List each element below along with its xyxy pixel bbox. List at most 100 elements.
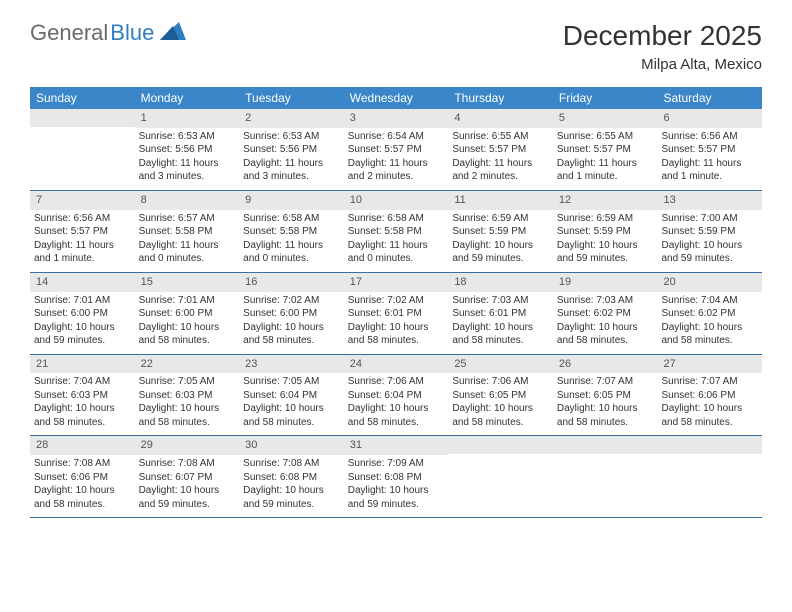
daylight-text: Daylight: 10 hours and 58 minutes. (348, 402, 445, 429)
sunrise-text: Sunrise: 7:09 AM (348, 457, 445, 471)
day-cell: 10Sunrise: 6:58 AMSunset: 5:58 PMDayligh… (344, 191, 449, 272)
sunset-text: Sunset: 6:02 PM (661, 307, 758, 321)
sunset-text: Sunset: 6:05 PM (557, 389, 654, 403)
sunrise-text: Sunrise: 6:53 AM (139, 130, 236, 144)
sunrise-text: Sunrise: 7:01 AM (139, 294, 236, 308)
day-content: Sunrise: 6:53 AMSunset: 5:56 PMDaylight:… (135, 128, 240, 190)
sunrise-text: Sunrise: 7:02 AM (243, 294, 340, 308)
sunset-text: Sunset: 5:58 PM (243, 225, 340, 239)
day-cell: 23Sunrise: 7:05 AMSunset: 6:04 PMDayligh… (239, 355, 344, 436)
day-number: 27 (657, 355, 762, 374)
day-content: Sunrise: 6:59 AMSunset: 5:59 PMDaylight:… (448, 210, 553, 272)
day-cell (448, 436, 553, 517)
day-number: 31 (344, 436, 449, 455)
sunrise-text: Sunrise: 6:59 AM (557, 212, 654, 226)
day-header-sun: Sunday (30, 87, 135, 109)
day-cell: 7Sunrise: 6:56 AMSunset: 5:57 PMDaylight… (30, 191, 135, 272)
daylight-text: Daylight: 11 hours and 2 minutes. (348, 157, 445, 184)
day-cell: 20Sunrise: 7:04 AMSunset: 6:02 PMDayligh… (657, 273, 762, 354)
day-number: 19 (553, 273, 658, 292)
day-content: Sunrise: 7:01 AMSunset: 6:00 PMDaylight:… (30, 292, 135, 354)
sunset-text: Sunset: 5:59 PM (452, 225, 549, 239)
day-content: Sunrise: 6:56 AMSunset: 5:57 PMDaylight:… (657, 128, 762, 190)
daylight-text: Daylight: 10 hours and 59 minutes. (243, 484, 340, 511)
sunrise-text: Sunrise: 6:59 AM (452, 212, 549, 226)
day-number: 16 (239, 273, 344, 292)
sunrise-text: Sunrise: 7:04 AM (34, 375, 131, 389)
day-content: Sunrise: 6:57 AMSunset: 5:58 PMDaylight:… (135, 210, 240, 272)
logo-triangle-icon (160, 22, 186, 45)
day-content: Sunrise: 6:54 AMSunset: 5:57 PMDaylight:… (344, 128, 449, 190)
sunset-text: Sunset: 6:05 PM (452, 389, 549, 403)
daylight-text: Daylight: 10 hours and 58 minutes. (557, 402, 654, 429)
calendar: Sunday Monday Tuesday Wednesday Thursday… (30, 87, 762, 518)
day-cell: 30Sunrise: 7:08 AMSunset: 6:08 PMDayligh… (239, 436, 344, 517)
daylight-text: Daylight: 11 hours and 1 minute. (661, 157, 758, 184)
day-cell: 27Sunrise: 7:07 AMSunset: 6:06 PMDayligh… (657, 355, 762, 436)
week-row: 1Sunrise: 6:53 AMSunset: 5:56 PMDaylight… (30, 109, 762, 191)
day-number: 29 (135, 436, 240, 455)
day-cell: 19Sunrise: 7:03 AMSunset: 6:02 PMDayligh… (553, 273, 658, 354)
day-content: Sunrise: 7:05 AMSunset: 6:04 PMDaylight:… (239, 373, 344, 435)
sunset-text: Sunset: 6:04 PM (348, 389, 445, 403)
daylight-text: Daylight: 10 hours and 59 minutes. (452, 239, 549, 266)
day-content: Sunrise: 6:53 AMSunset: 5:56 PMDaylight:… (239, 128, 344, 190)
daylight-text: Daylight: 10 hours and 58 minutes. (452, 321, 549, 348)
day-number (448, 436, 553, 454)
day-header-tue: Tuesday (239, 87, 344, 109)
day-number: 17 (344, 273, 449, 292)
page-container: GeneralBlue December 2025 Milpa Alta, Me… (0, 0, 792, 538)
month-title: December 2025 (563, 20, 762, 52)
sunset-text: Sunset: 6:04 PM (243, 389, 340, 403)
sunrise-text: Sunrise: 7:06 AM (348, 375, 445, 389)
day-content: Sunrise: 7:07 AMSunset: 6:05 PMDaylight:… (553, 373, 658, 435)
day-number: 12 (553, 191, 658, 210)
day-content: Sunrise: 7:03 AMSunset: 6:02 PMDaylight:… (553, 292, 658, 354)
daylight-text: Daylight: 11 hours and 1 minute. (557, 157, 654, 184)
sunrise-text: Sunrise: 6:55 AM (557, 130, 654, 144)
day-content: Sunrise: 7:07 AMSunset: 6:06 PMDaylight:… (657, 373, 762, 435)
sunrise-text: Sunrise: 6:55 AM (452, 130, 549, 144)
day-content: Sunrise: 7:02 AMSunset: 6:01 PMDaylight:… (344, 292, 449, 354)
day-number: 6 (657, 109, 762, 128)
day-header-wed: Wednesday (344, 87, 449, 109)
day-cell: 3Sunrise: 6:54 AMSunset: 5:57 PMDaylight… (344, 109, 449, 190)
day-cell: 9 Sunrise: 6:58 AMSunset: 5:58 PMDaylight… (239, 191, 344, 272)
sunset-text: Sunset: 5:56 PM (243, 143, 340, 157)
day-content: Sunrise: 6:58 AMSunset: 5:58 PMDaylight:… (344, 210, 449, 272)
sunset-text: Sunset: 5:57 PM (661, 143, 758, 157)
sunset-text: Sunset: 6:01 PM (348, 307, 445, 321)
sunrise-text: Sunrise: 7:08 AM (139, 457, 236, 471)
sunrise-text: Sunrise: 7:03 AM (557, 294, 654, 308)
sunrise-text: Sunrise: 6:58 AM (243, 212, 340, 226)
daylight-text: Daylight: 11 hours and 2 minutes. (452, 157, 549, 184)
day-number (30, 109, 135, 127)
sunrise-text: Sunrise: 7:04 AM (661, 294, 758, 308)
sunrise-text: Sunrise: 7:05 AM (139, 375, 236, 389)
day-number: 1 (135, 109, 240, 128)
daylight-text: Daylight: 10 hours and 59 minutes. (661, 239, 758, 266)
week-row: 14Sunrise: 7:01 AMSunset: 6:00 PMDayligh… (30, 273, 762, 355)
sunrise-text: Sunrise: 7:01 AM (34, 294, 131, 308)
sunrise-text: Sunrise: 7:07 AM (661, 375, 758, 389)
sunrise-text: Sunrise: 7:08 AM (243, 457, 340, 471)
daylight-text: Daylight: 11 hours and 0 minutes. (243, 239, 340, 266)
daylight-text: Daylight: 10 hours and 58 minutes. (557, 321, 654, 348)
daylight-text: Daylight: 10 hours and 58 minutes. (34, 484, 131, 511)
day-content: Sunrise: 7:08 AMSunset: 6:07 PMDaylight:… (135, 455, 240, 517)
day-cell: 22Sunrise: 7:05 AMSunset: 6:03 PMDayligh… (135, 355, 240, 436)
sunset-text: Sunset: 5:57 PM (557, 143, 654, 157)
day-content: Sunrise: 7:06 AMSunset: 6:05 PMDaylight:… (448, 373, 553, 435)
day-cell: 11Sunrise: 6:59 AMSunset: 5:59 PMDayligh… (448, 191, 553, 272)
sunrise-text: Sunrise: 6:56 AM (661, 130, 758, 144)
day-cell: 13Sunrise: 7:00 AMSunset: 5:59 PMDayligh… (657, 191, 762, 272)
week-row: 21Sunrise: 7:04 AMSunset: 6:03 PMDayligh… (30, 355, 762, 437)
day-number: 10 (344, 191, 449, 210)
sunset-text: Sunset: 6:06 PM (661, 389, 758, 403)
day-number: 20 (657, 273, 762, 292)
logo: GeneralBlue (30, 20, 186, 46)
day-number: 9 (239, 191, 344, 210)
day-number: 15 (135, 273, 240, 292)
daylight-text: Daylight: 10 hours and 58 minutes. (452, 402, 549, 429)
daylight-text: Daylight: 11 hours and 3 minutes. (243, 157, 340, 184)
